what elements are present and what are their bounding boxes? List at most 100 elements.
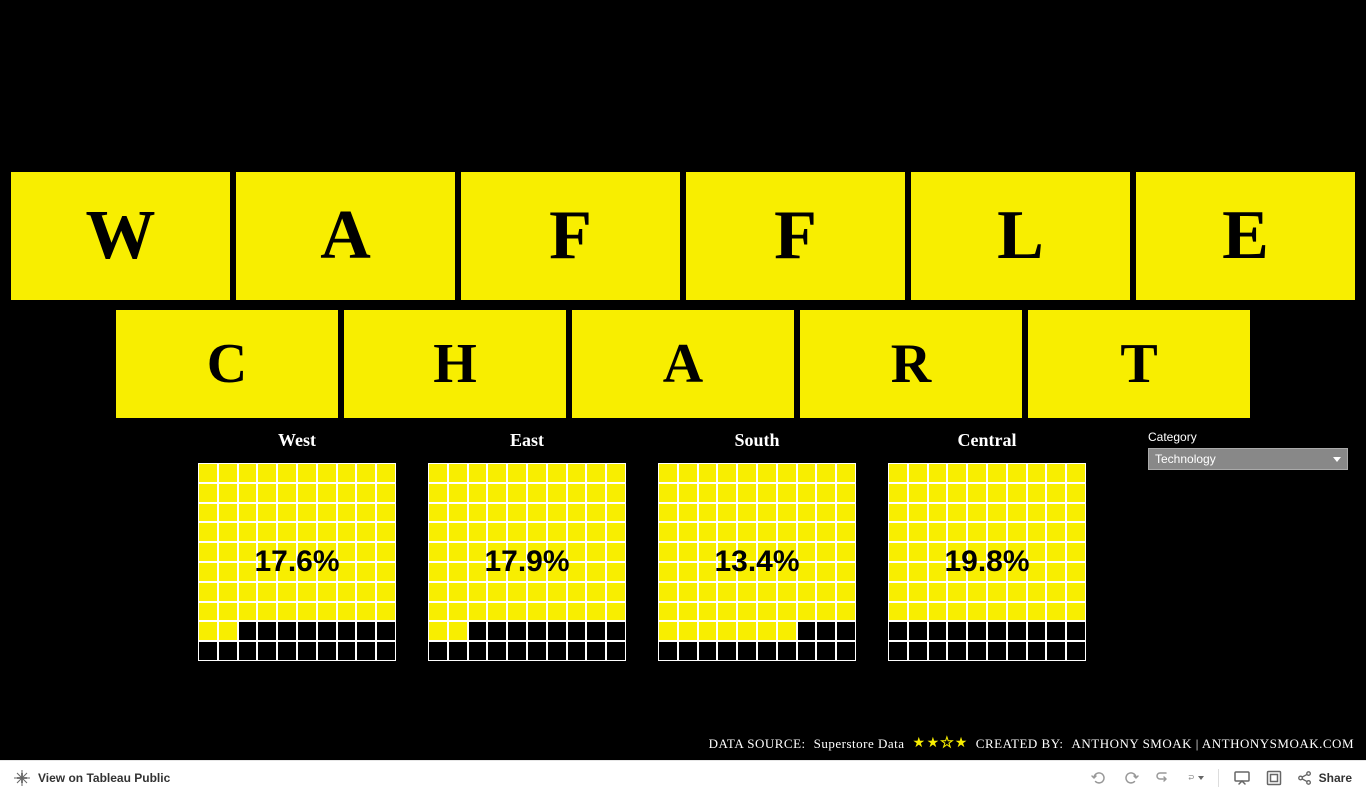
waffle-cell bbox=[798, 523, 816, 541]
waffle-cell bbox=[718, 622, 736, 640]
waffle-cell bbox=[778, 464, 796, 482]
waffle-cell bbox=[429, 484, 447, 502]
waffle-cell bbox=[778, 543, 796, 561]
fullscreen-icon[interactable] bbox=[1265, 769, 1283, 787]
undo-icon[interactable] bbox=[1090, 769, 1108, 787]
waffle-cell bbox=[449, 504, 467, 522]
waffle-cell bbox=[298, 583, 316, 601]
waffle-cell bbox=[659, 603, 677, 621]
category-filter-select[interactable]: Technology bbox=[1148, 448, 1348, 470]
waffle-cell bbox=[988, 642, 1006, 660]
waffle-cell bbox=[1047, 504, 1065, 522]
waffle-cell bbox=[338, 464, 356, 482]
waffle-cell bbox=[778, 622, 796, 640]
waffle-cell bbox=[239, 504, 257, 522]
waffle-cell bbox=[338, 583, 356, 601]
waffle-cell bbox=[817, 543, 835, 561]
waffle-cell bbox=[988, 464, 1006, 482]
waffle-cell bbox=[679, 543, 697, 561]
waffle-cell bbox=[298, 523, 316, 541]
star-outline-icon: ★ bbox=[941, 737, 954, 751]
waffle-cell bbox=[758, 484, 776, 502]
waffle-cell bbox=[948, 622, 966, 640]
waffle-cell bbox=[948, 603, 966, 621]
waffle-cell bbox=[377, 603, 395, 621]
waffle-cell bbox=[199, 543, 217, 561]
waffle-cell bbox=[1008, 642, 1026, 660]
waffle-cell bbox=[568, 504, 586, 522]
waffle-cell bbox=[429, 523, 447, 541]
waffle-cell bbox=[738, 543, 756, 561]
replay-forward-icon[interactable] bbox=[1186, 769, 1204, 787]
waffle-cell bbox=[968, 622, 986, 640]
waffle-cell bbox=[258, 583, 276, 601]
waffle-cell bbox=[278, 622, 296, 640]
waffle-cell bbox=[219, 484, 237, 502]
waffle-cell bbox=[239, 603, 257, 621]
waffle-cell bbox=[1028, 543, 1046, 561]
waffle-cell bbox=[258, 543, 276, 561]
waffle-cell bbox=[889, 484, 907, 502]
waffle-cell bbox=[258, 504, 276, 522]
waffle-cell bbox=[1008, 603, 1026, 621]
waffle-cell bbox=[738, 603, 756, 621]
waffle-cell bbox=[889, 583, 907, 601]
waffle-cell bbox=[199, 622, 217, 640]
waffle-cell bbox=[1047, 464, 1065, 482]
title-letter-tile: A bbox=[236, 172, 455, 300]
waffle-cell bbox=[429, 504, 447, 522]
waffle-cell bbox=[587, 523, 605, 541]
waffle-cell bbox=[199, 504, 217, 522]
waffle-cell bbox=[607, 642, 625, 660]
waffle-cell bbox=[909, 583, 927, 601]
waffle-cell bbox=[968, 583, 986, 601]
waffle-cell bbox=[449, 484, 467, 502]
waffle-cell bbox=[488, 484, 506, 502]
share-button[interactable]: Share bbox=[1297, 770, 1352, 786]
waffle-cell bbox=[449, 543, 467, 561]
data-source-value: Superstore Data bbox=[814, 736, 905, 752]
waffle-cell bbox=[988, 543, 1006, 561]
waffle-cell bbox=[469, 484, 487, 502]
waffle-cell bbox=[889, 464, 907, 482]
waffle-cell bbox=[988, 603, 1006, 621]
waffle-cell bbox=[718, 563, 736, 581]
redo-icon[interactable] bbox=[1122, 769, 1140, 787]
waffle-cell bbox=[679, 583, 697, 601]
replay-back-icon[interactable] bbox=[1154, 769, 1172, 787]
waffle-cell bbox=[968, 563, 986, 581]
waffle-cell bbox=[929, 543, 947, 561]
waffle-cell bbox=[948, 523, 966, 541]
waffle-cell bbox=[219, 563, 237, 581]
waffle-cell bbox=[738, 563, 756, 581]
waffle-cell bbox=[798, 583, 816, 601]
waffle-cell bbox=[837, 543, 855, 561]
waffle-cell bbox=[199, 603, 217, 621]
waffle-cell bbox=[508, 563, 526, 581]
waffle-cell bbox=[948, 642, 966, 660]
waffle-cell bbox=[548, 504, 566, 522]
waffle-cell bbox=[528, 543, 546, 561]
waffle-cell bbox=[278, 464, 296, 482]
waffle-cell bbox=[837, 603, 855, 621]
presentation-icon[interactable] bbox=[1233, 769, 1251, 787]
waffle-cell bbox=[758, 464, 776, 482]
waffle-cell bbox=[219, 504, 237, 522]
waffle-cell bbox=[587, 504, 605, 522]
view-on-tableau-link[interactable]: View on Tableau Public bbox=[14, 770, 170, 786]
waffle-cell bbox=[587, 603, 605, 621]
waffle-cell bbox=[278, 484, 296, 502]
waffle-cell bbox=[357, 543, 375, 561]
waffle-cell bbox=[699, 484, 717, 502]
waffle-cell bbox=[357, 523, 375, 541]
waffle-cell bbox=[568, 642, 586, 660]
waffle-cell bbox=[219, 464, 237, 482]
waffle-cell bbox=[889, 642, 907, 660]
waffle-region-label: Central bbox=[958, 430, 1017, 451]
waffle-cell bbox=[568, 543, 586, 561]
title-row-waffle: WAFFLE bbox=[0, 172, 1366, 300]
waffle-cell bbox=[659, 583, 677, 601]
waffle-cell bbox=[699, 583, 717, 601]
waffle-cell bbox=[548, 543, 566, 561]
waffle-cell bbox=[909, 622, 927, 640]
